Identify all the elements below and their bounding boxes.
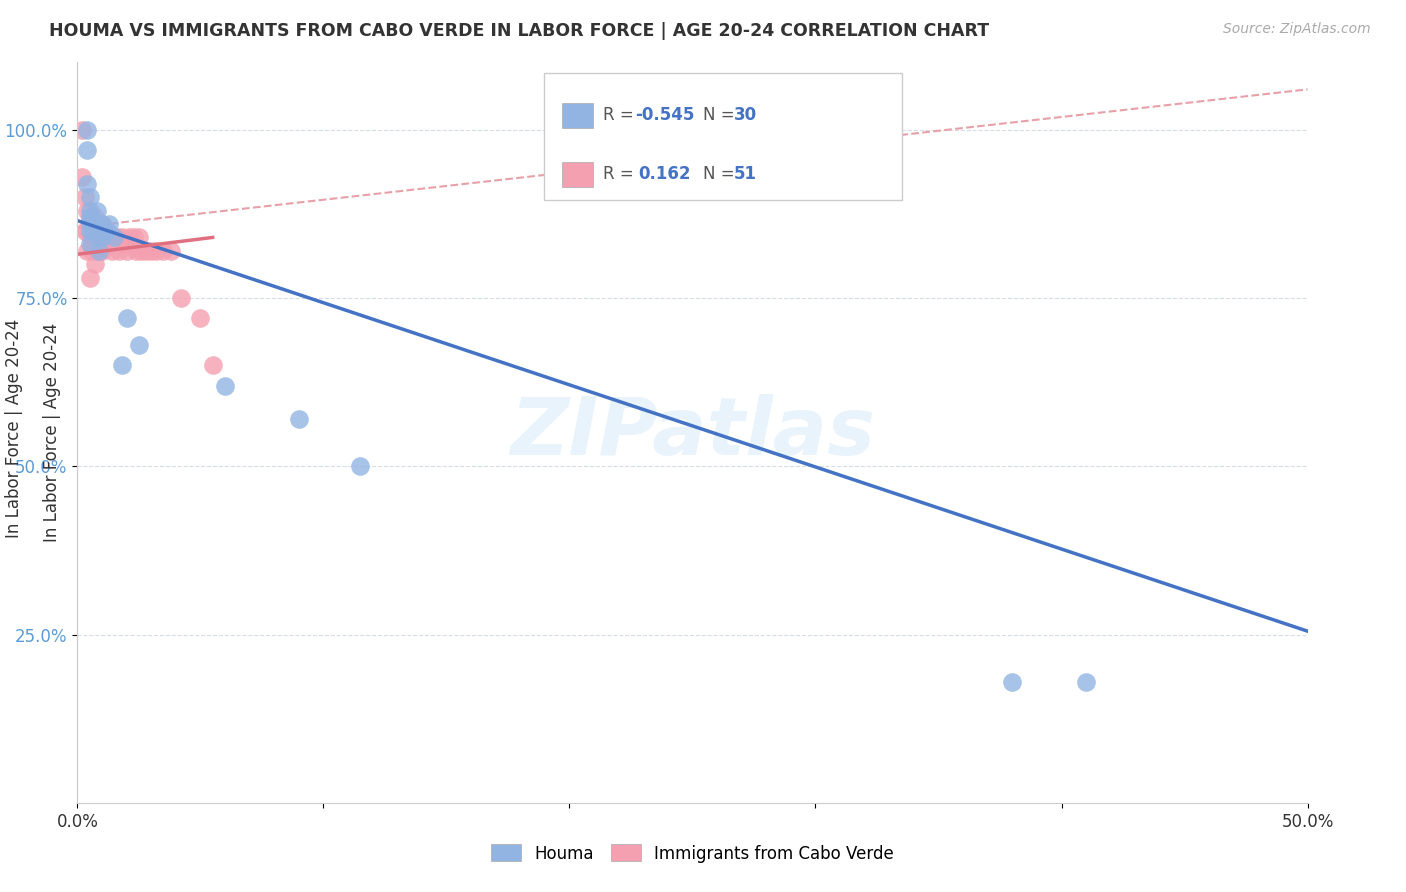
Point — [82, 211, 104, 225]
Point — [98, 237, 121, 252]
Text: In Labor Force | Age 20-24: In Labor Force | Age 20-24 — [6, 318, 22, 538]
Point — [89, 230, 111, 244]
Point — [160, 244, 183, 258]
Point — [86, 244, 108, 258]
Point — [103, 230, 125, 244]
Point — [79, 237, 101, 252]
Point — [96, 224, 118, 238]
Point — [82, 224, 104, 238]
Text: Source: ZipAtlas.com: Source: ZipAtlas.com — [1223, 22, 1371, 37]
Point — [79, 224, 101, 238]
Point — [76, 122, 98, 136]
Point — [89, 217, 111, 231]
Point — [349, 459, 371, 474]
Point — [93, 224, 115, 238]
Point — [1076, 674, 1098, 689]
Point — [70, 122, 93, 136]
Point — [89, 244, 111, 258]
Point — [76, 224, 98, 238]
Point — [86, 217, 108, 231]
Point — [70, 169, 93, 184]
Point — [115, 244, 138, 258]
Point — [96, 224, 118, 238]
Point — [82, 244, 104, 258]
Point — [190, 311, 212, 326]
Point — [79, 190, 101, 204]
Point — [82, 217, 104, 231]
Point — [76, 177, 98, 191]
Point — [89, 230, 111, 244]
Point — [131, 244, 153, 258]
Point — [170, 291, 193, 305]
Text: N =: N = — [703, 106, 740, 124]
Point — [125, 244, 148, 258]
Point — [79, 211, 101, 225]
Point — [83, 217, 105, 231]
Point — [79, 224, 101, 238]
Point — [115, 311, 138, 326]
Point — [90, 244, 114, 258]
Text: N =: N = — [703, 165, 740, 183]
Point — [79, 211, 101, 225]
Point — [141, 244, 163, 258]
Point — [79, 217, 101, 231]
Point — [90, 217, 114, 231]
Text: ZIPatlas: ZIPatlas — [510, 393, 875, 472]
Point — [73, 224, 96, 238]
Point — [93, 230, 115, 244]
Point — [76, 203, 98, 218]
Legend: Houma, Immigrants from Cabo Verde: Houma, Immigrants from Cabo Verde — [478, 831, 907, 876]
Point — [90, 217, 114, 231]
Point — [90, 230, 114, 244]
Point — [83, 230, 105, 244]
Text: HOUMA VS IMMIGRANTS FROM CABO VERDE IN LABOR FORCE | AGE 20-24 CORRELATION CHART: HOUMA VS IMMIGRANTS FROM CABO VERDE IN L… — [49, 22, 990, 40]
Text: -0.545: -0.545 — [636, 106, 695, 124]
Point — [73, 190, 96, 204]
Point — [89, 244, 111, 258]
Point — [79, 203, 101, 218]
Point — [86, 203, 108, 218]
Point — [96, 237, 118, 252]
Point — [128, 230, 150, 244]
Text: 51: 51 — [734, 165, 756, 183]
Point — [145, 244, 167, 258]
Point — [108, 244, 131, 258]
Point — [103, 230, 125, 244]
Point — [105, 230, 128, 244]
Point — [288, 412, 311, 426]
Point — [86, 230, 108, 244]
Point — [112, 237, 135, 252]
Text: 0.162: 0.162 — [638, 165, 690, 183]
Point — [214, 378, 236, 392]
Point — [121, 237, 143, 252]
Point — [76, 143, 98, 157]
Point — [1001, 674, 1024, 689]
Point — [111, 359, 132, 373]
Point — [128, 338, 150, 352]
Point — [201, 359, 224, 373]
Point — [152, 244, 174, 258]
Point — [79, 270, 101, 285]
Y-axis label: In Labor Force | Age 20-24: In Labor Force | Age 20-24 — [42, 323, 60, 542]
Point — [79, 230, 101, 244]
Point — [86, 224, 108, 238]
Point — [90, 230, 114, 244]
Point — [83, 257, 105, 271]
Text: R =: R = — [603, 165, 638, 183]
Point — [76, 244, 98, 258]
Text: R =: R = — [603, 106, 638, 124]
Point — [98, 217, 121, 231]
Point — [111, 230, 132, 244]
Text: 30: 30 — [734, 106, 756, 124]
Point — [135, 244, 157, 258]
Point — [82, 230, 104, 244]
Point — [83, 211, 105, 225]
Point — [101, 244, 124, 258]
Point — [122, 230, 145, 244]
Point — [118, 230, 141, 244]
